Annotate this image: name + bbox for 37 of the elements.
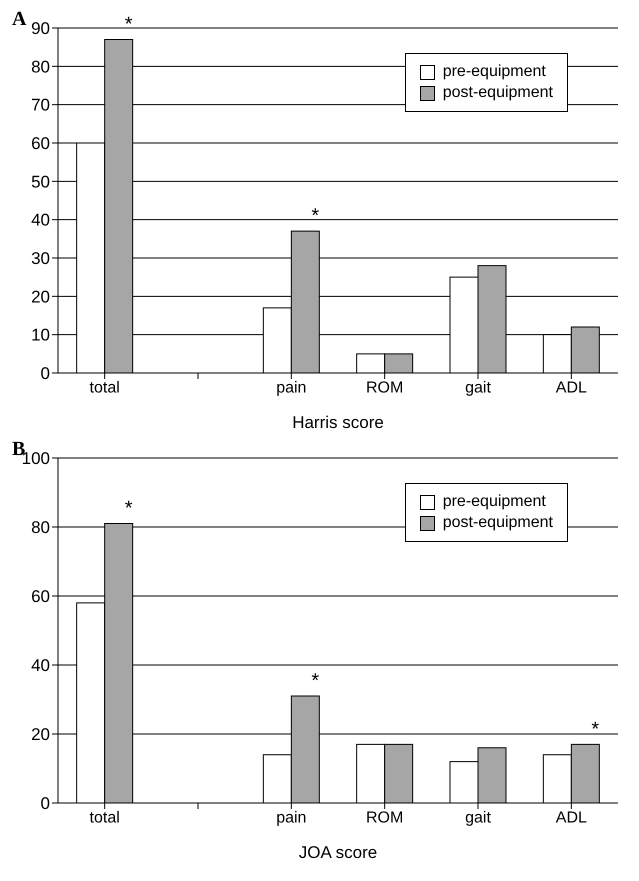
legend-label: post-equipment (442, 84, 553, 102)
y-tick-label: 70 (31, 96, 50, 115)
x-tick-label: pain (276, 379, 306, 396)
y-tick-label: 60 (31, 134, 50, 154)
y-tick-label: 60 (31, 587, 50, 606)
y-tick-label: 40 (31, 210, 50, 230)
y-tick-label: 80 (31, 518, 50, 538)
x-tick-label: total (90, 809, 120, 826)
x-tick-label: ADL (556, 379, 587, 396)
legend-label: pre-equipment (442, 63, 546, 81)
y-tick-label: 20 (31, 725, 50, 744)
x-tick-label: total (90, 379, 120, 396)
y-tick-label: 20 (31, 287, 50, 306)
y-tick-label: 90 (31, 19, 50, 38)
annotation: * (311, 670, 320, 692)
legend-label: post-equipment (442, 514, 553, 532)
chart-title: A (12, 8, 26, 31)
y-tick-label: 10 (31, 326, 50, 345)
x-tick-label: gait (465, 809, 492, 826)
legend-label: pre-equipment (442, 493, 546, 511)
x-tick-label: ADL (556, 809, 587, 826)
x-tick-label: gait (465, 379, 492, 396)
annotation: * (311, 205, 320, 228)
x-tick-label: ROM (366, 379, 404, 396)
x-axis-title: Harris score (292, 413, 384, 432)
annotation: * (124, 498, 133, 520)
y-tick-label: 30 (31, 249, 50, 268)
x-tick-label: pain (276, 809, 306, 826)
y-tick-label: 0 (40, 794, 50, 814)
y-tick-label: 50 (31, 172, 50, 192)
y-tick-label: 80 (31, 57, 50, 76)
y-tick-label: 40 (31, 656, 50, 676)
annotation: * (591, 718, 600, 740)
x-tick-label: ROM (366, 809, 404, 826)
x-axis-title: JOA score (298, 843, 378, 862)
annotation: * (124, 14, 133, 36)
y-tick-label: 0 (40, 364, 50, 384)
